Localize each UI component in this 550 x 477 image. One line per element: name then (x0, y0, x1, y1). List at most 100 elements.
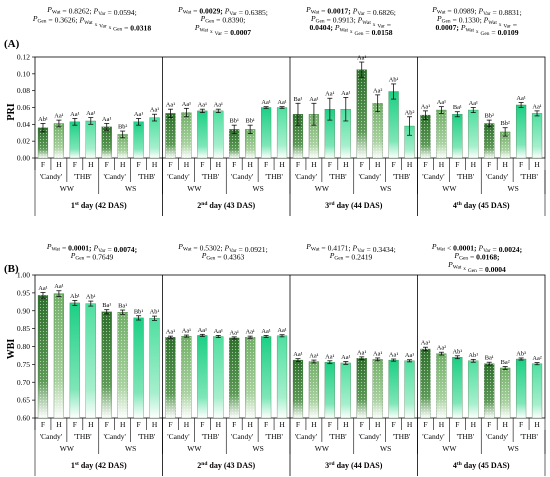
panel-b-y-tick-label: 0.60 (17, 414, 30, 423)
panel-a-water-group-label: WW (315, 184, 330, 193)
panel-a-variety-label: 'Candy' (231, 172, 254, 181)
panel-a-bar (197, 110, 208, 159)
panel-b-y-tick-label: 0.65 (17, 396, 30, 405)
panel-a-bar-letter-label: Ab¹ (38, 116, 48, 123)
panel-b-bar (516, 358, 527, 419)
panel-b-variety-label: 'THB' (265, 432, 283, 441)
panel-b-bar-letter-label: Ab¹ (468, 352, 478, 359)
panel-b-bar-letter-label: Ab¹ (86, 294, 96, 301)
panel-a-water-group-label: WS (125, 184, 136, 193)
panel-a-treatment-label: F (328, 160, 332, 169)
panel-b-treatment-label: F (360, 420, 364, 429)
panel-b-bar (213, 336, 224, 419)
panel-a-treatment-label: H (439, 160, 445, 169)
panel-a-treatment-label: H (471, 160, 477, 169)
panel-b: PWat = 0.0001; PVar = 0.0074;PGen = 0.76… (4, 242, 546, 476)
panel-b-bar (468, 360, 479, 419)
panel-b-bar-letter-label: Ab¹ (452, 348, 462, 355)
panel-b-bar (261, 336, 272, 419)
panel-a-treatment-label: H (502, 160, 508, 169)
panel-b-bar-pattern (181, 336, 192, 418)
panel-b-bar-pattern (117, 312, 128, 418)
panel-b-treatment-label: F (232, 420, 236, 429)
panel-b-y-tick-label: 0.90 (17, 306, 30, 315)
panel-b-bar-letter-label: Ba¹ (102, 302, 111, 309)
panel-a-treatment-label: F (296, 160, 300, 169)
panel-a-treatment-label: H (343, 160, 349, 169)
panel-a-treatment-label: F (137, 160, 141, 169)
panel-a-treatment-label: H (534, 160, 540, 169)
panel-b-treatment-label: F (105, 420, 109, 429)
panel-b-treatment-label: F (41, 420, 45, 429)
panel-b-treatment-label: F (392, 420, 396, 429)
panel-b-bar-letter-label: Ab³ (516, 350, 526, 357)
panel-b-bar (531, 363, 543, 419)
panel-b-treatment-label: F (455, 420, 459, 429)
panel-b-treatment-label: H (216, 420, 222, 429)
panel-a-variety-label: 'THB' (329, 172, 347, 181)
panel-a-bar-letter-label: Aa¹ (214, 102, 223, 109)
panel-b-day-label: 4th day (45 DAS) (453, 461, 510, 470)
panel-a-bar-letter-label: Bb¹ (230, 118, 239, 125)
panel-b-bar-pattern (436, 353, 447, 418)
panel-a-bar-letter-label: Ba¹ (453, 104, 462, 111)
panel-a-treatment-label: F (105, 160, 109, 169)
panel-a-bar-letter-label: Aa¹ (532, 103, 541, 110)
panel-b-treatment-label: H (534, 420, 540, 429)
panel-b-bar-letter-label: Aa¹ (405, 352, 414, 359)
panel-b-treatment-label: F (519, 420, 523, 429)
panel-b-variety-label: 'Candy' (40, 432, 63, 441)
panel-b-treatment-label: F (328, 420, 332, 429)
panel-b-bar-letter-label: Aa² (532, 355, 541, 362)
panel-a-treatment-label: F (168, 160, 172, 169)
panel-b-variety-label: 'THB' (74, 432, 92, 441)
panel-a-bar-pattern (308, 114, 319, 158)
panel-a-treatment-label: H (152, 160, 158, 169)
panel-a-treatment-label: H (311, 160, 317, 169)
panel-a-variety-label: 'THB' (393, 172, 411, 181)
panel-a-variety-label: 'THB' (138, 172, 156, 181)
panel-b-day-label: 3rd day (44 DAS) (325, 461, 383, 470)
panel-a-bar (531, 113, 543, 159)
panel-a-plot: 0.00 0.02 0.04 0.06 0.08 0.10 0.12 Ab¹ F Aa¹ H Aa¹ F… (17, 53, 546, 216)
panel-b-bar-letter-label: Aa¹ (38, 285, 47, 292)
panel-a-bar (468, 109, 479, 159)
panel-a-treatment-label: F (264, 160, 268, 169)
panel-a-bar-letter-label: Aa¹ (86, 110, 95, 117)
panel-a-treatment-label: H (407, 160, 413, 169)
panel-a-treatment-label: F (232, 160, 236, 169)
panel-b-bar-letter-label: Aa¹ (293, 351, 302, 358)
panel-b-water-group-label: WW (442, 444, 457, 453)
panel-b-bar-letter-label: Ba² (501, 359, 510, 366)
panel-a-bar-letter-label: Ba¹ (293, 96, 302, 103)
panel-b-stat-day2-line1: PWat = 0.5302; PVar = 0.0921; (177, 242, 267, 254)
panel-b-bar-letter-label: Ab¹ (150, 309, 160, 316)
panel-b-bar-letter-label: Aa¹ (230, 329, 239, 336)
panel-a-bar (516, 104, 527, 159)
panel-b-treatment-label: F (423, 420, 427, 429)
panel-a-day-label: 3rd day (44 DAS) (325, 201, 383, 210)
panel-a-variety-label: 'Candy' (359, 172, 382, 181)
panel-b-statistics: PWat = 0.0001; PVar = 0.0074;PGen = 0.76… (46, 242, 522, 274)
panel-a-bar (213, 110, 224, 159)
panel-a-bar-letter-label: Aa¹ (421, 103, 430, 110)
panel-b-variety-label: 'THB' (138, 432, 156, 441)
panel-b-bar-pattern (308, 361, 319, 418)
panel-a-variety-label: 'THB' (74, 172, 92, 181)
panel-b-bar-letter-label: Aa¹ (421, 340, 430, 347)
panel-a-y-tick-label: 0.06 (17, 103, 30, 112)
panel-a-bar-pattern (101, 126, 112, 158)
panel-b-bar-letter-label: Aa¹ (214, 328, 223, 335)
panel-a-bar (276, 107, 288, 159)
panel-a-treatment-label: F (519, 160, 523, 169)
panel-a-treatment-label: H (184, 160, 190, 169)
panel-a-statistics: PWat = 0.8262; PVar = 0.0594;PGen = 0.36… (32, 5, 522, 37)
panel-a-bar (388, 91, 399, 159)
panel-b-bar-letter-label: Aa¹ (373, 350, 382, 357)
panel-b-y-tick-label: 0.80 (17, 342, 30, 351)
panel-a-bar-pattern (420, 115, 431, 158)
panel-b-variety-label: 'THB' (393, 432, 411, 441)
panel-a-treatment-label: F (455, 160, 459, 169)
panel-b-y-axis-label: WBI (6, 339, 17, 360)
